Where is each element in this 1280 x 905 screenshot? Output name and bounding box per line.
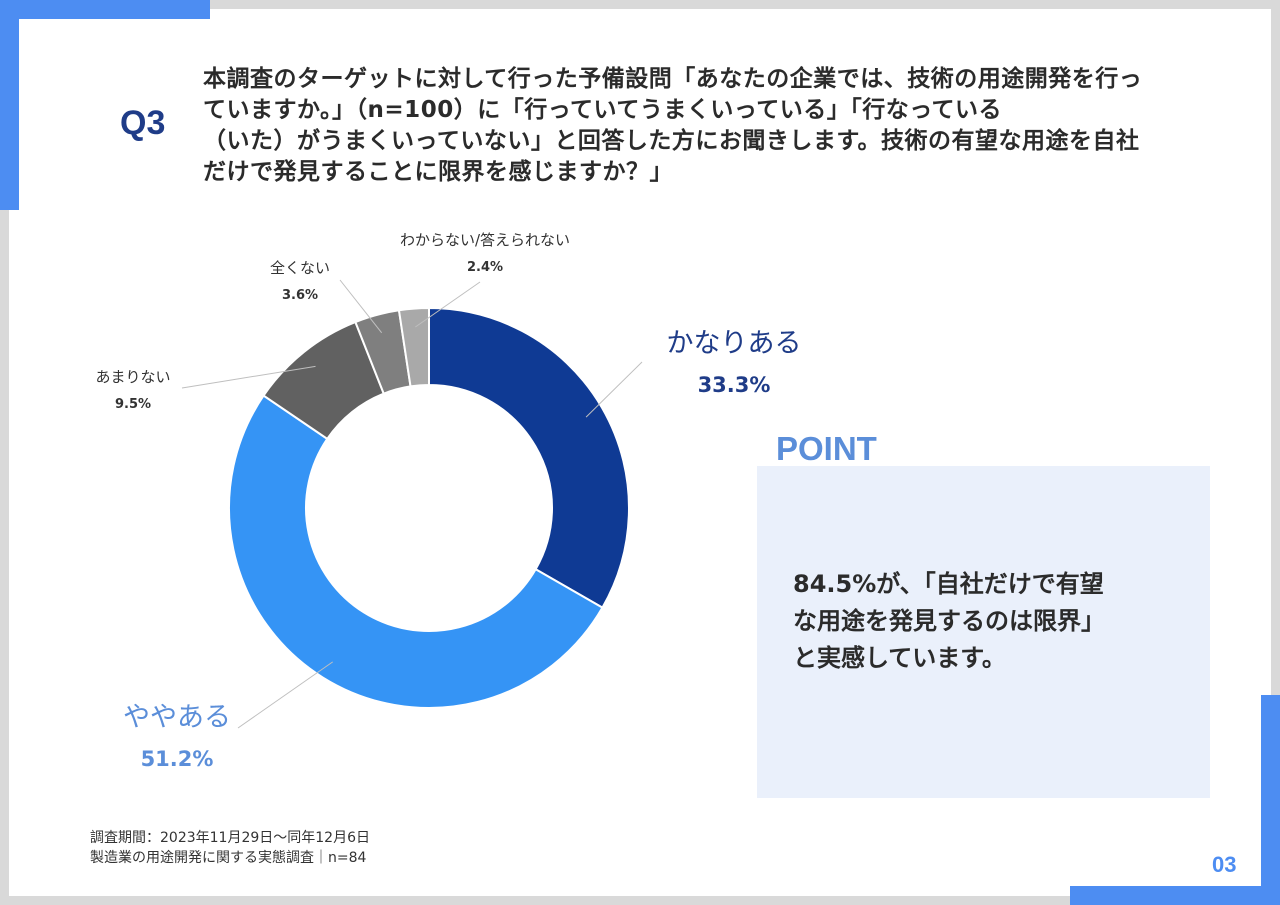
question-line: （いた）がうまくいっていない」と回答した方にお聞きします。技術の有望な用途を自社 <box>203 128 1140 154</box>
leader-line <box>181 365 316 389</box>
leader-line <box>339 279 383 334</box>
survey-period: 調査期間：2023年11月29日～同年12月6日 <box>90 830 370 846</box>
donut-slice <box>228 394 604 709</box>
slice-label: かなりある <box>667 328 802 359</box>
leader-line <box>237 661 333 729</box>
slice-value-label: 51.2% <box>141 747 214 771</box>
accent-bar-top-left <box>0 0 210 19</box>
leader-line <box>415 281 481 328</box>
leader-line <box>585 361 643 418</box>
accent-bar-bottom-right <box>1070 886 1280 905</box>
point-box <box>757 466 1210 798</box>
point-line: 84.5%が、「自社だけで有望 <box>793 570 1104 598</box>
point-line: な用途を発見するのは限界」 <box>793 607 1105 635</box>
slice-label: ややある <box>123 702 231 733</box>
question-number: Q3 <box>120 104 166 142</box>
page-number: 03 <box>1212 852 1237 877</box>
slice-value-label: 9.5% <box>115 397 151 412</box>
slice-label: 全くない <box>270 259 330 277</box>
point-line: と実感しています。 <box>793 644 1006 672</box>
slice-label: あまりない <box>95 368 170 386</box>
slice-value-label: 2.4% <box>467 260 503 275</box>
slice-label: わからない/答えられない <box>400 231 570 249</box>
question-line: 本調査のターゲットに対して行った予備設問「あなたの企業では、技術の用途開発を行っ <box>203 66 1143 92</box>
question-text: 本調査のターゲットに対して行った予備設問「あなたの企業では、技術の用途開発を行っ… <box>203 64 1243 188</box>
footer-note: 調査期間：2023年11月29日～同年12月6日 製造業の用途開発に関する実態調… <box>90 828 370 868</box>
accent-bar-right-bottom <box>1261 695 1280 905</box>
donut-slice <box>428 306 630 610</box>
question-line: ていますか。」（n=100）に「行っていてうまくいっている」「行なっている <box>203 97 1003 123</box>
donut-slice <box>397 306 430 388</box>
point-text: 84.5%が、「自社だけで有望 な用途を発見するのは限界」 と実感しています。 <box>793 566 1183 677</box>
slice-value-label: 33.3% <box>698 373 771 397</box>
point-title: POINT <box>776 430 877 467</box>
slice-value-label: 3.6% <box>282 288 318 303</box>
question-line: だけで発見することに限界を感じますか？」 <box>203 159 673 185</box>
survey-name: 製造業の用途開発に関する実態調査｜n=84 <box>90 850 367 866</box>
accent-bar-left-top <box>0 0 19 210</box>
